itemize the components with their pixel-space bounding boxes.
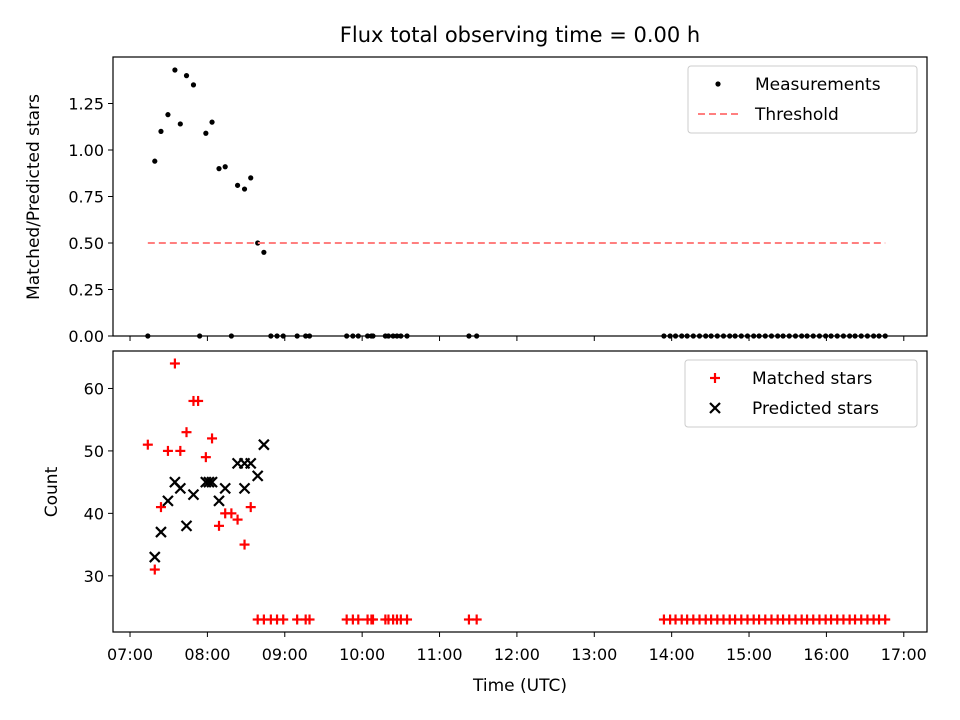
measurement-point bbox=[190, 82, 197, 88]
x-tick-label: 08:00 bbox=[184, 645, 230, 664]
measurement-point bbox=[241, 186, 248, 192]
predicted-star-point bbox=[174, 482, 187, 495]
count-panel: 07:00 08:00 09:00 10:00 11:00 12:00 13:00 14:00… bbox=[84, 350, 928, 664]
measurement-point bbox=[255, 240, 261, 246]
matched-star-point bbox=[214, 520, 225, 531]
count-axes-frame bbox=[112, 350, 928, 633]
count-y-tick-label: 50 bbox=[84, 442, 104, 461]
predicted-star-point bbox=[206, 476, 218, 488]
measurement-point bbox=[165, 112, 171, 118]
measurement-point bbox=[209, 119, 215, 125]
predicted-star-point bbox=[155, 526, 167, 538]
count-y-axis-label: Count bbox=[42, 466, 62, 517]
matched-star-point bbox=[226, 508, 237, 519]
predicted-star-point bbox=[219, 482, 231, 495]
predicted-star-point bbox=[162, 495, 174, 507]
measurement-point bbox=[152, 158, 158, 164]
count-y-tick-label: 60 bbox=[84, 379, 104, 398]
matched-star-point bbox=[245, 502, 256, 513]
ratio-y-tick-label: 0.00 bbox=[68, 327, 104, 346]
legend-label: Matched stars bbox=[752, 369, 872, 389]
measurement-point bbox=[216, 166, 222, 172]
predicted-star-point bbox=[180, 520, 193, 532]
x-tick-label: 12:00 bbox=[494, 645, 540, 664]
count-y-tick-label: 40 bbox=[84, 504, 104, 523]
matched-star-point bbox=[232, 514, 243, 525]
ratio-y-tick-label: 1.00 bbox=[68, 141, 104, 160]
matched-star-point bbox=[200, 452, 211, 463]
measurement-point bbox=[248, 175, 254, 181]
ratio-legend: Measurements Threshold bbox=[687, 65, 918, 134]
measurement-point bbox=[234, 182, 241, 188]
x-tick-label: 09:00 bbox=[262, 645, 308, 664]
predicted-star-point bbox=[244, 457, 257, 470]
legend-box bbox=[687, 65, 918, 134]
matched-star-point bbox=[149, 564, 160, 575]
predicted-star-point bbox=[203, 476, 215, 488]
ratio-y-tick-label: 0.75 bbox=[68, 188, 104, 207]
predicted-star-point bbox=[213, 495, 225, 507]
matched-star-point bbox=[471, 614, 482, 625]
matched-star-point bbox=[181, 427, 192, 438]
x-tick-label: 13:00 bbox=[571, 645, 617, 664]
matched-star-point bbox=[142, 439, 153, 450]
matched-star-point bbox=[175, 445, 186, 456]
measurement-point bbox=[172, 67, 178, 73]
matched-star-point bbox=[162, 445, 173, 456]
legend-label: Predicted stars bbox=[752, 399, 879, 419]
chart-title: Flux total observing time = 0.00 h bbox=[340, 23, 700, 47]
legend-marker bbox=[715, 81, 721, 87]
legend-label: Threshold bbox=[754, 105, 839, 125]
matched-star-point bbox=[880, 614, 891, 625]
x-tick-label: 15:00 bbox=[726, 645, 772, 664]
matched-star-point bbox=[353, 614, 364, 625]
matched-star-point bbox=[292, 614, 303, 625]
matched-star-point bbox=[207, 433, 218, 444]
measurement-point bbox=[177, 121, 183, 127]
x-tick-label: 07:00 bbox=[107, 645, 153, 664]
measurement-point bbox=[261, 249, 267, 255]
x-tick-label: 14:00 bbox=[649, 645, 695, 664]
matched-star-point bbox=[367, 614, 378, 625]
legend-marker bbox=[710, 373, 720, 383]
ratio-y-axis-label: Matched/Predicted stars bbox=[24, 94, 44, 300]
x-tick-label: 10:00 bbox=[339, 645, 385, 664]
count-y-tick-label: 30 bbox=[84, 567, 104, 586]
ratio-y-tick-label: 0.25 bbox=[68, 281, 104, 300]
time-x-axis-label: Time (UTC) bbox=[472, 676, 567, 696]
predicted-star-point bbox=[149, 551, 161, 563]
measurement-point bbox=[222, 164, 228, 170]
ratio-axes-frame bbox=[112, 56, 928, 337]
ratio-panel: 0.00 0.25 0.50 0.75 1.00 1.25 Measurements Thre… bbox=[68, 56, 928, 346]
predicted-star-point bbox=[251, 470, 264, 482]
measurement-point bbox=[158, 128, 164, 134]
matched-star-point bbox=[278, 614, 289, 625]
matched-star-point bbox=[169, 358, 180, 369]
x-tick-label: 16:00 bbox=[803, 645, 849, 664]
ratio-y-tick-label: 1.25 bbox=[68, 95, 104, 114]
legend-label: Measurements bbox=[755, 75, 881, 95]
matched-star-point bbox=[304, 614, 315, 625]
legend-marker bbox=[709, 402, 721, 414]
matched-star-point bbox=[155, 502, 166, 513]
legend-box bbox=[684, 359, 918, 428]
count-legend: Matched stars Predicted stars bbox=[684, 359, 918, 428]
predicted-star-point bbox=[258, 438, 270, 451]
matched-star-point bbox=[402, 614, 413, 625]
measurement-point bbox=[203, 130, 209, 136]
predicted-star-point bbox=[187, 488, 200, 501]
x-tick-label: 17:00 bbox=[881, 645, 927, 664]
ratio-y-tick-label: 0.50 bbox=[68, 234, 104, 253]
x-tick-label: 11:00 bbox=[416, 645, 462, 664]
predicted-star-point bbox=[238, 482, 251, 495]
measurement-point bbox=[183, 73, 190, 79]
matched-star-point bbox=[193, 395, 204, 406]
matched-star-point bbox=[239, 539, 250, 550]
